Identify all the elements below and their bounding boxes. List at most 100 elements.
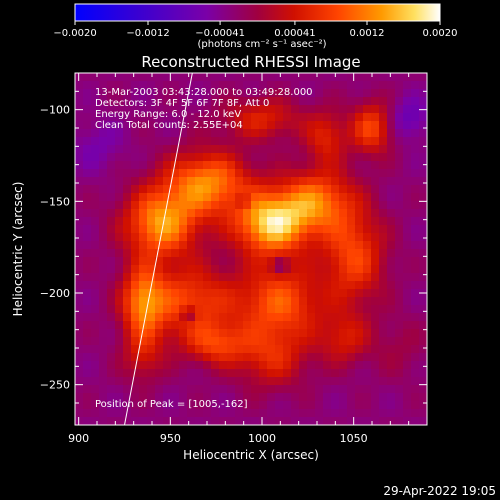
heatmap-cell: [179, 273, 188, 282]
heatmap-cell: [219, 249, 228, 258]
heatmap-cell: [355, 97, 364, 106]
heatmap-cell: [75, 353, 84, 362]
heatmap-cell: [91, 233, 100, 242]
heatmap-cell: [323, 129, 332, 138]
heatmap-cell: [251, 145, 260, 154]
heatmap-cell: [219, 233, 228, 242]
heatmap-cell: [363, 313, 372, 322]
heatmap-cell: [147, 401, 156, 410]
heatmap-cell: [315, 145, 324, 154]
heatmap-cell: [291, 321, 300, 330]
heatmap-cell: [83, 129, 92, 138]
heatmap-cell: [299, 257, 308, 266]
heatmap-cell: [235, 241, 244, 250]
heatmap-cell: [115, 257, 124, 266]
heatmap-cell: [315, 89, 324, 98]
heatmap-cell: [267, 113, 276, 122]
heatmap-cell: [107, 401, 116, 410]
heatmap-cell: [379, 169, 388, 178]
heatmap-cell: [211, 313, 220, 322]
heatmap-cell: [131, 361, 140, 370]
heatmap-cell: [227, 369, 236, 378]
heatmap-cell: [99, 337, 108, 346]
heatmap-cell: [83, 113, 92, 122]
heatmap-cell: [299, 329, 308, 338]
heatmap-cell: [251, 89, 260, 98]
heatmap-cell: [107, 337, 116, 346]
heatmap-cell: [195, 377, 204, 386]
heatmap-cell: [187, 161, 196, 170]
heatmap-cell: [251, 209, 260, 218]
heatmap-cell: [387, 193, 396, 202]
heatmap-cell: [227, 297, 236, 306]
heatmap-cell: [187, 185, 196, 194]
heatmap-cell: [227, 97, 236, 106]
colorbar-tick-label: −0.0020: [53, 28, 96, 39]
heatmap-cell: [267, 257, 276, 266]
heatmap-cell: [347, 273, 356, 282]
heatmap-cell: [115, 129, 124, 138]
heatmap-cell: [123, 73, 132, 82]
heatmap-cell: [123, 105, 132, 114]
heatmap-cell: [219, 217, 228, 226]
heatmap-cell: [155, 273, 164, 282]
heatmap-cell: [299, 185, 308, 194]
heatmap-cell: [307, 361, 316, 370]
heatmap-cell: [291, 329, 300, 338]
heatmap-cell: [211, 217, 220, 226]
heatmap-cell: [251, 217, 260, 226]
heatmap-cell: [339, 321, 348, 330]
heatmap-cell: [403, 233, 412, 242]
heatmap-cell: [147, 105, 156, 114]
heatmap-cell: [147, 345, 156, 354]
heatmap-cell: [379, 225, 388, 234]
heatmap-cell: [171, 137, 180, 146]
heatmap-cell: [147, 121, 156, 130]
heatmap-cell: [387, 417, 396, 425]
heatmap-cell: [283, 361, 292, 370]
heatmap-cell: [219, 377, 228, 386]
heatmap-cell: [339, 81, 348, 90]
heatmap-cell: [259, 113, 268, 122]
heatmap-cell: [259, 361, 268, 370]
heatmap-cell: [395, 409, 404, 418]
heatmap-cell: [235, 185, 244, 194]
heatmap-cell: [147, 289, 156, 298]
heatmap-cell: [259, 401, 268, 410]
heatmap-cell: [123, 193, 132, 202]
heatmap-cell: [195, 353, 204, 362]
heatmap-cell: [259, 297, 268, 306]
heatmap-cell: [83, 121, 92, 130]
heatmap-cell: [299, 169, 308, 178]
heatmap-cell: [227, 89, 236, 98]
heatmap-cell: [211, 113, 220, 122]
heatmap-cell: [139, 345, 148, 354]
heatmap-cell: [107, 121, 116, 130]
heatmap-cell: [339, 241, 348, 250]
heatmap-cell: [91, 257, 100, 266]
heatmap-cell: [219, 337, 228, 346]
heatmap-cell: [83, 409, 92, 418]
heatmap-cell: [139, 417, 148, 425]
heatmap-cell: [267, 353, 276, 362]
heatmap-cell: [203, 249, 212, 258]
heatmap-cell: [315, 361, 324, 370]
heatmap-cell: [123, 353, 132, 362]
heatmap-cell: [131, 273, 140, 282]
heatmap-cell: [419, 337, 427, 346]
heatmap-cell: [379, 161, 388, 170]
heatmap-cell: [179, 145, 188, 154]
heatmap-cell: [75, 305, 84, 314]
heatmap-cell: [411, 289, 420, 298]
heatmap-cell: [387, 145, 396, 154]
heatmap-cell: [227, 129, 236, 138]
heatmap-cell: [147, 361, 156, 370]
heatmap-cell: [283, 297, 292, 306]
heatmap-cell: [259, 345, 268, 354]
heatmap-cell: [259, 73, 268, 82]
heatmap-cell: [139, 137, 148, 146]
heatmap-cell: [147, 201, 156, 210]
heatmap-cell: [323, 417, 332, 425]
heatmap-cell: [267, 281, 276, 290]
heatmap-cell: [187, 401, 196, 410]
